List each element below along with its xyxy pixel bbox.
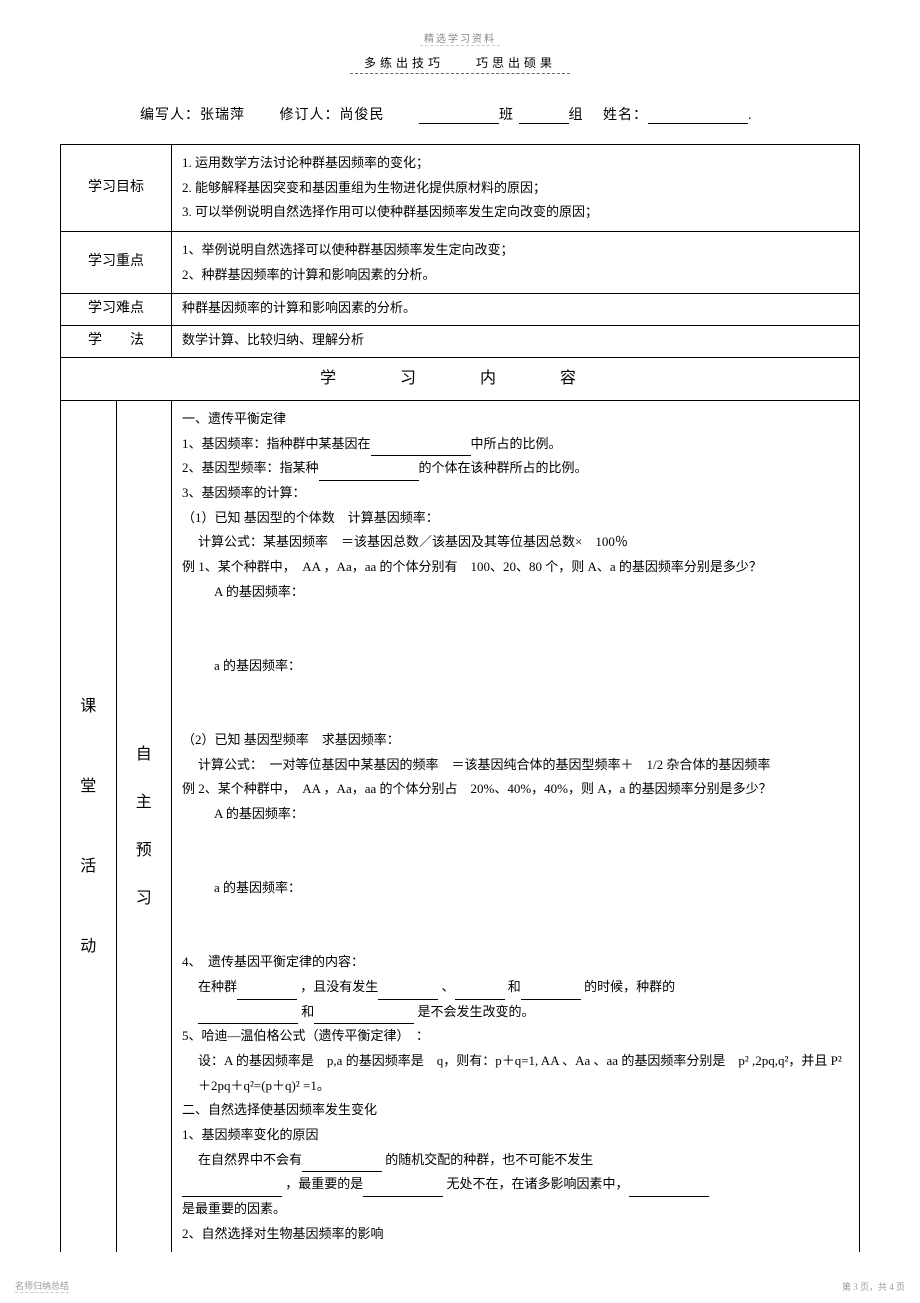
body-p7: 例 1、某个种群中， AA ，Aa，aa 的个体分别有 100、20、80 个，… [182,559,762,574]
blank-16a [237,985,297,1000]
class-blank [419,109,499,124]
body-p6: 计算公式：某基因频率 ＝该基因总数／该基因及其等位基因总数× 100％ [182,530,849,555]
body-p16d: 和 [508,979,521,994]
blank-23a [182,1182,282,1197]
blank-17b [314,1009,414,1024]
author-name: 张瑞萍 [200,108,245,123]
body-p15: 4、 遗传基因平衡定律的内容： [182,954,364,969]
body-p8: A 的基因频率： [182,580,849,605]
body-p4: 3、基因频率的计算： [182,485,306,500]
name-blank [648,109,748,124]
body-p1: 一、遗传平衡定律 [182,411,286,426]
body-p13: A 的基因频率： [182,802,849,827]
class-label: 班 [499,108,514,123]
body-p16c: 、 [442,979,455,994]
blank-p3 [319,466,419,481]
body-p17c: 是不会发生改变的。 [418,1004,535,1019]
body-p21: 1、基因频率变化的原因 [182,1127,319,1142]
footer-left: 名师归纳总结 [15,1279,69,1293]
body-p12: 例 2、某个种群中， AA ，Aa，aa 的个体分别占 20%、40%，40%，… [182,781,772,796]
group-label: 组 [569,108,584,123]
difficulty-label: 学习难点 [61,294,172,326]
body-cell: 一、遗传平衡定律 1、基因频率：指种群中某基因在 中所占的比例。 2、基因型频率：… [172,401,860,1253]
body-p22a: 在自然界中不会有 [198,1152,302,1167]
vert-mid-cell: 自主预习 [116,401,172,1253]
body-p2b: 中所占的比例。 [471,436,562,451]
header-subtitle: 多练出技巧 巧思出硕果 [350,54,570,74]
reviser-name: 尚俊民 [340,108,385,123]
blank-16d [521,985,581,1000]
body-p3a: 2、基因型频率：指某种 [182,460,319,475]
focus-content: 1、举例说明自然选择可以使种群基因频率发生定向改变； 2、种群基因频率的计算和影… [172,232,860,294]
body-p5: （1）已知 基因型的个体数 计算基因频率： [182,510,439,525]
body-p16e: 的时候，种群的 [584,979,675,994]
vert-mid-text: 自主预习 [117,731,172,923]
body-p2a: 1、基因频率：指种群中某基因在 [182,436,371,451]
body-p23b: 无处不在，在诸多影响因素中， [447,1176,629,1191]
body-p23a: ，最重要的是 [285,1176,363,1191]
body-p22b: 的随机交配的种群，也不可能不发生 [385,1152,593,1167]
method-content: 数学计算、比较归纳、理解分析 [172,326,860,358]
blank-22a [302,1157,382,1172]
focus-label: 学习重点 [61,232,172,294]
body-p16a: 在种群 [198,979,237,994]
group-blank [519,109,569,124]
goal-label: 学习目标 [61,145,172,232]
blank-17a [198,1009,298,1024]
body-p24: 是最重要的因素。 [182,1201,286,1216]
body-p25: 2、自然选择对生物基因频率的影响 [182,1226,384,1241]
body-p19: 设：A 的基因频率是 p,a 的基因频率是 q，则有：p＋q=1, AA 、Aa… [182,1049,849,1098]
body-p9: a 的基因频率： [182,654,849,679]
blank-16b [378,985,438,1000]
reviser-prefix: 修订人： [280,108,340,123]
blank-16c [455,985,505,1000]
body-p10: （2）已知 基因型频率 求基因频率： [182,732,400,747]
body-p16b: ，且没有发生 [300,979,378,994]
name-label: 姓名： [603,108,648,123]
body-p14: a 的基因频率： [182,876,849,901]
body-p11: 计算公式： 一对等位基因中某基因的频率 ＝该基因纯合体的基因型频率＋ 1/2 杂… [182,753,849,778]
difficulty-content: 种群基因频率的计算和影响因素的分析。 [172,294,860,326]
body-p20: 二、自然选择使基因频率发生变化 [182,1102,377,1117]
blank-23c [629,1182,709,1197]
vert-left-cell: 课堂活动 [61,401,117,1253]
body-p18: 5、哈迪—温伯格公式（遗传平衡定律） ： [182,1028,429,1043]
main-table: 学习目标 1. 运用数学方法讨论种群基因频率的变化； 2. 能够解释基因突变和基… [60,144,860,1252]
blank-23b [363,1182,443,1197]
vert-left-text: 课堂活动 [61,667,116,987]
section-header: 学 习 内 容 [61,357,860,400]
author-line: 编写人：张瑞萍 修订人：尚俊民 班 组 姓名：. [140,104,860,124]
method-label: 学 法 [61,326,172,358]
header-watermark: 精选学习资料 [420,30,500,46]
blank-p2 [371,441,471,456]
goal-content: 1. 运用数学方法讨论种群基因频率的变化； 2. 能够解释基因突变和基因重组为生… [172,145,860,232]
body-p17b: 和 [301,1004,314,1019]
footer-right: 第 3 页，共 4 页 [842,1280,905,1293]
body-p3b: 的个体在该种群所占的比例。 [419,460,588,475]
author-prefix: 编写人： [140,108,200,123]
